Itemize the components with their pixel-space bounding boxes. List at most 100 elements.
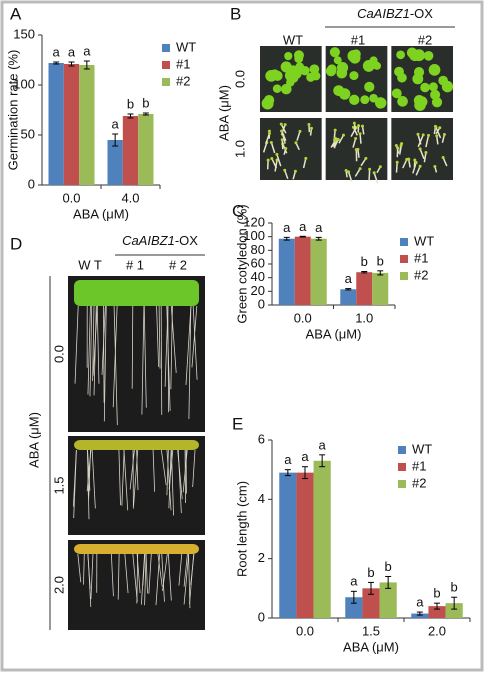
bar: [345, 597, 363, 618]
seedling: [349, 94, 360, 106]
root: [158, 305, 161, 369]
x-tick-label: 0.0: [296, 623, 314, 638]
root: [73, 449, 77, 519]
sprout: [402, 159, 408, 169]
sprout-tip: [396, 146, 400, 150]
sprout-tip: [407, 157, 411, 161]
seedling: [443, 83, 452, 93]
sprout-tip: [427, 133, 431, 137]
gene-suffix: -OX: [175, 233, 198, 248]
y-tick-label: 2: [258, 550, 265, 565]
panel-label: E: [232, 414, 243, 433]
sprout-tip: [283, 123, 287, 127]
significance-letter: b: [433, 586, 440, 601]
sprout-tip: [267, 132, 271, 136]
legend-swatch: [162, 61, 170, 69]
seedling: [300, 65, 310, 76]
row-label: 2.0: [51, 576, 66, 594]
significance-letter: b: [451, 580, 458, 595]
sprout-tip: [294, 141, 298, 145]
sprout-tip: [360, 124, 364, 128]
root: [183, 553, 188, 587]
y-tick-label: 4: [258, 491, 265, 506]
seedling: [333, 85, 345, 96]
root: [103, 305, 107, 422]
genotype-header: CaAIBZ1-OX: [357, 6, 433, 21]
root: [77, 553, 82, 583]
legend-label: #1: [412, 458, 426, 473]
seedling: [397, 96, 408, 107]
sprout-tip: [421, 133, 425, 137]
root: [83, 553, 85, 585]
panel-label: A: [10, 4, 22, 23]
sprout-tip: [378, 165, 382, 169]
significance-letter: a: [53, 44, 61, 59]
seedling: [369, 93, 378, 103]
bar: [340, 289, 357, 305]
sprout-tip: [394, 144, 398, 148]
legend-swatch: [398, 480, 406, 488]
sprout: [415, 165, 421, 176]
column-label: #2: [418, 32, 432, 47]
root: [177, 449, 182, 514]
column-label: #1: [351, 32, 365, 47]
y-tick-label: 80: [251, 242, 265, 257]
legend-swatch: [398, 463, 406, 471]
seedling: [325, 65, 337, 77]
shoot-band: [74, 280, 199, 306]
row-label: 0.0: [232, 70, 247, 88]
column-label: # 1: [126, 257, 144, 272]
sprout: [419, 148, 425, 160]
bar: [379, 582, 397, 618]
root: [168, 449, 174, 490]
column-label: W T: [78, 257, 102, 272]
sprout-tip: [442, 132, 446, 136]
sprout-tip: [441, 156, 445, 160]
sprout: [396, 147, 399, 158]
photo: [391, 118, 453, 180]
legend-swatch: [400, 255, 408, 263]
x-tick-label: 1.5: [362, 623, 380, 638]
sprout-tip: [270, 156, 274, 160]
legend-swatch: [398, 446, 406, 454]
root: [90, 553, 94, 600]
seedling: [336, 61, 349, 74]
legend-label: #1: [176, 56, 190, 71]
seedling: [351, 49, 361, 60]
root: [140, 553, 145, 605]
sprout-tip: [435, 134, 439, 138]
sprout: [417, 134, 424, 148]
significance-letter: b: [142, 95, 149, 110]
row-label: 1.0: [232, 140, 247, 158]
legend-label: #2: [176, 73, 190, 88]
seedling: [428, 82, 438, 92]
seedling: [349, 71, 359, 81]
x-tick-label: 4.0: [121, 190, 139, 205]
sprout: [368, 169, 371, 181]
seedling: [430, 89, 441, 100]
x-axis-label: ABA (μM): [306, 326, 362, 341]
legend-label: #2: [414, 267, 428, 282]
root: [131, 305, 134, 389]
legend-label: #1: [414, 250, 428, 265]
sprout-tip: [269, 141, 273, 145]
gene-suffix: -OX: [410, 6, 433, 21]
bar: [122, 116, 139, 185]
root: [192, 449, 196, 488]
x-axis-label: ABA (μM): [73, 206, 129, 221]
seedling: [413, 94, 425, 106]
sprout: [359, 133, 362, 144]
legend-label: #2: [412, 475, 426, 490]
seedling: [369, 56, 378, 65]
root: [156, 305, 160, 367]
seedling: [391, 88, 402, 99]
sprout: [412, 162, 417, 174]
significance-letter: a: [319, 437, 327, 452]
sprout-tip: [433, 164, 437, 168]
root: [141, 305, 145, 415]
seedling: [272, 84, 282, 93]
column-label: WT: [283, 32, 303, 47]
seedling: [364, 81, 375, 92]
bar: [428, 606, 446, 618]
